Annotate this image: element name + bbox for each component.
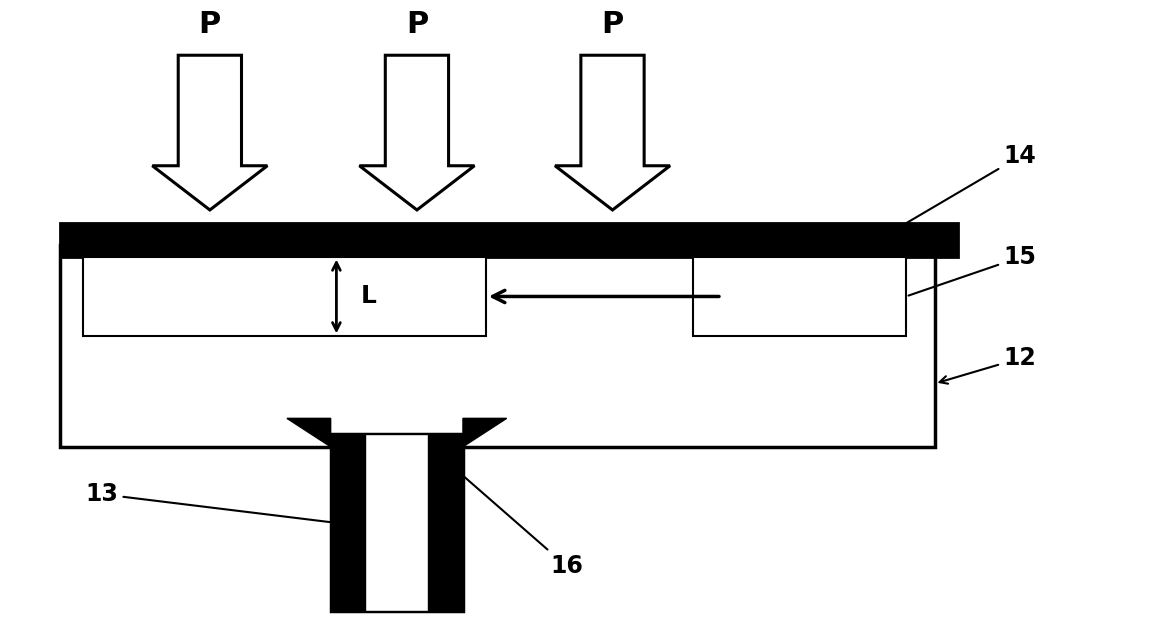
Polygon shape (462, 419, 506, 447)
Polygon shape (287, 419, 331, 447)
FancyArrow shape (555, 55, 670, 210)
Bar (60, 245, 935, 447)
Text: 14: 14 (880, 144, 1037, 239)
FancyArrow shape (360, 55, 474, 210)
Bar (694, 258, 906, 336)
Text: 13: 13 (84, 482, 355, 528)
Bar (83, 258, 486, 336)
Bar (365, 434, 429, 611)
Text: P: P (199, 10, 221, 40)
Text: L: L (361, 284, 377, 309)
Text: P: P (406, 10, 428, 40)
Text: 12: 12 (940, 346, 1037, 383)
Bar (331, 434, 462, 611)
Text: 15: 15 (909, 245, 1037, 296)
Text: P: P (601, 10, 623, 40)
FancyArrow shape (153, 55, 267, 210)
Text: 16: 16 (427, 444, 583, 578)
Bar (60, 222, 957, 258)
